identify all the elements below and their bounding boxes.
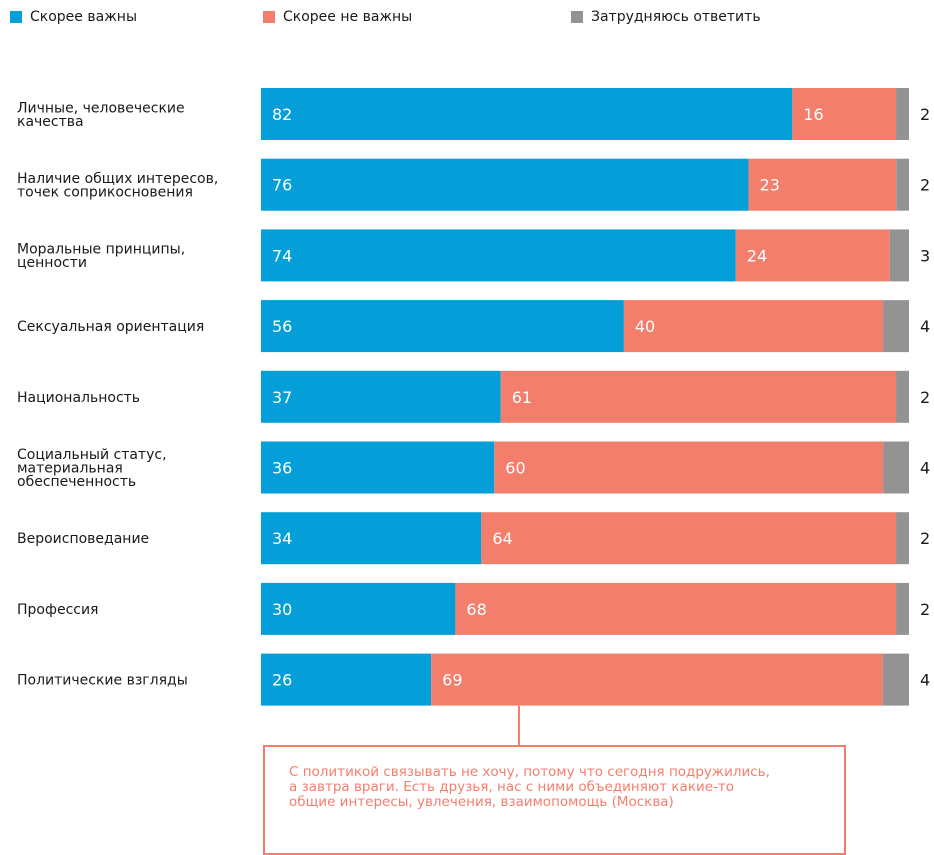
value-label-hard-to-say: 2 (920, 105, 930, 124)
legend-item-important: Скорее важны (10, 9, 137, 25)
bar-segment-hard-to-say (896, 512, 909, 565)
value-label-important: 56 (272, 317, 292, 336)
value-label-important: 37 (272, 388, 292, 407)
bar-segment-not-important (735, 229, 890, 282)
callout-connector (518, 706, 520, 746)
value-label-important: 34 (272, 529, 292, 548)
bar-segment-important (261, 88, 793, 140)
legend-label-not-important: Скорее не важны (283, 9, 413, 25)
quote-callout: С политикой связывать не хочу, потому чт… (263, 745, 846, 855)
value-label-not-important: 24 (747, 246, 767, 265)
value-label-not-important: 69 (442, 671, 462, 690)
value-label-not-important: 64 (492, 529, 512, 548)
value-label-important: 26 (272, 671, 292, 690)
bar-segment-not-important (494, 441, 884, 494)
value-label-important: 82 (272, 105, 292, 124)
category-label: Наличие общих интересов, точек соприкосно… (17, 171, 218, 201)
bar-segment-hard-to-say (883, 441, 909, 494)
value-label-not-important: 60 (505, 459, 525, 478)
legend-item-hard-to-say: Затрудняюсь ответить (571, 9, 761, 25)
value-label-important: 74 (272, 246, 292, 265)
bar-segment-not-important (623, 300, 884, 353)
legend-item-not-important: Скорее не важны (263, 9, 412, 25)
bar-segment-important (261, 441, 495, 494)
value-label-not-important: 23 (760, 176, 780, 195)
bar-segment-not-important (792, 88, 897, 140)
legend-swatch-not-important (263, 11, 275, 23)
bar-segment-important (261, 582, 456, 635)
value-label-hard-to-say: 4 (920, 459, 930, 478)
callout-line-3: общие интересы, увлечения, взаимопомощь … (289, 794, 674, 810)
category-label: Моральные принципы, ценности (17, 242, 185, 272)
legend-label-important: Скорее важны (30, 9, 138, 25)
bar-segment-hard-to-say (896, 88, 909, 140)
value-label-not-important: 16 (803, 105, 823, 124)
bar-segment-hard-to-say (896, 582, 909, 635)
value-label-important: 76 (272, 176, 292, 195)
bar-segment-not-important (748, 158, 897, 211)
callout-line-2: а завтра враги. Есть друзья, нас с ними … (289, 779, 735, 795)
category-label: Вероисповедание (17, 531, 149, 547)
bar-segment-not-important (455, 582, 897, 635)
value-label-hard-to-say: 3 (920, 246, 930, 265)
value-label-hard-to-say: 4 (920, 317, 930, 336)
bar-segment-hard-to-say (883, 300, 909, 353)
category-label: Профессия (17, 602, 98, 618)
value-label-not-important: 68 (466, 600, 486, 619)
value-label-hard-to-say: 2 (920, 176, 930, 195)
value-label-hard-to-say: 2 (920, 600, 930, 619)
legend-swatch-hard-to-say (571, 11, 583, 23)
legend: Скорее важны Скорее не важны Затрудняюсь… (10, 9, 910, 31)
bar-segment-not-important (500, 370, 897, 423)
bar-segment-important (261, 370, 501, 423)
bar-segment-important (261, 653, 432, 706)
bar-segment-important (261, 300, 624, 353)
category-label: Политические взгляды (17, 673, 188, 689)
bar-segment-hard-to-say (882, 653, 909, 706)
bar-segment-not-important (431, 653, 883, 706)
bar-segment-hard-to-say (896, 158, 909, 211)
value-label-hard-to-say: 2 (920, 388, 930, 407)
value-label-not-important: 61 (512, 388, 532, 407)
category-label: Социальный статус, материальная обеспеченн… (17, 447, 167, 490)
callout-line-1: С политикой связывать не хочу, потому чт… (289, 764, 770, 780)
bar-segment-important (261, 229, 736, 282)
value-label-hard-to-say: 2 (920, 529, 930, 548)
bar-segment-not-important (481, 512, 897, 565)
value-label-hard-to-say: 4 (920, 671, 930, 690)
category-label: Национальность (17, 390, 140, 406)
legend-label-hard-to-say: Затрудняюсь ответить (591, 9, 761, 25)
value-label-important: 36 (272, 459, 292, 478)
stacked-bar-chart: Личные, человеческие качества 82 16 2 Наличие… (17, 88, 930, 706)
bar-segment-hard-to-say (896, 370, 909, 423)
value-label-not-important: 40 (635, 317, 655, 336)
bar-segment-hard-to-say (889, 229, 909, 282)
bar-segment-important (261, 512, 482, 565)
bar-segment-important (261, 158, 749, 211)
legend-swatch-important (10, 11, 22, 23)
category-label: Личные, человеческие качества (17, 100, 185, 130)
category-label: Сексуальная ориентация (17, 319, 204, 335)
value-label-important: 30 (272, 600, 292, 619)
